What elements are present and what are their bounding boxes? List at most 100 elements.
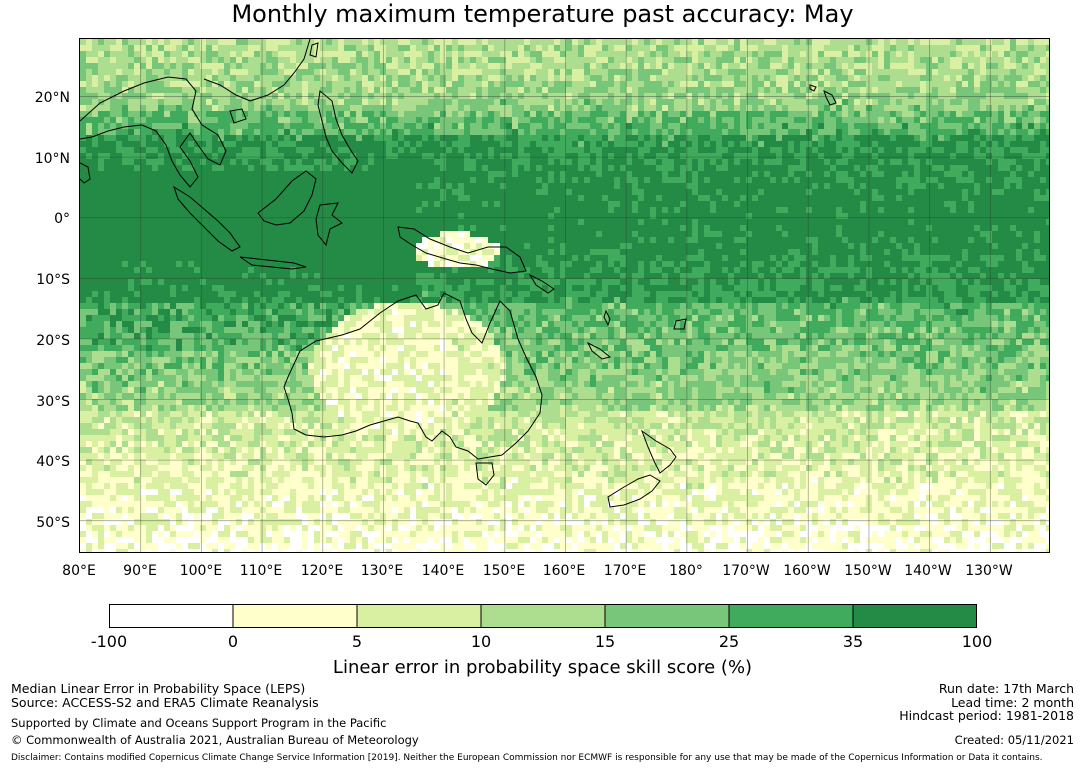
skill-cell xyxy=(776,159,782,165)
skill-cell xyxy=(824,219,830,225)
skill-cell xyxy=(194,165,200,171)
skill-cell xyxy=(884,201,890,207)
skill-cell xyxy=(932,117,938,123)
skill-cell xyxy=(1034,141,1040,147)
skill-cell xyxy=(740,207,746,213)
skill-cell xyxy=(734,189,740,195)
skill-cell xyxy=(506,213,512,219)
skill-cell xyxy=(926,189,932,195)
skill-cell xyxy=(1046,45,1049,51)
skill-cell xyxy=(968,57,974,63)
skill-cell xyxy=(440,117,446,123)
skill-cell xyxy=(764,129,770,135)
skill-cell xyxy=(338,213,344,219)
skill-cell xyxy=(938,141,944,147)
skill-cell xyxy=(104,39,110,45)
skill-cell xyxy=(920,189,926,195)
skill-cell xyxy=(368,105,374,111)
skill-cell xyxy=(464,165,470,171)
skill-cell xyxy=(212,201,218,207)
skill-cell xyxy=(734,105,740,111)
skill-cell xyxy=(746,135,752,141)
skill-cell xyxy=(212,147,218,153)
skill-cell xyxy=(86,63,92,69)
skill-cell xyxy=(380,207,386,213)
skill-cell xyxy=(458,207,464,213)
skill-cell xyxy=(860,117,866,123)
skill-cell xyxy=(1004,117,1010,123)
skill-cell xyxy=(638,177,644,183)
skill-cell xyxy=(320,207,326,213)
skill-cell xyxy=(116,147,122,153)
skill-cell xyxy=(362,213,368,219)
skill-cell xyxy=(1022,87,1028,93)
skill-cell xyxy=(140,117,146,123)
skill-cell xyxy=(446,87,452,93)
skill-cell xyxy=(464,135,470,141)
skill-cell xyxy=(536,75,542,81)
skill-cell xyxy=(398,183,404,189)
skill-cell xyxy=(332,99,338,105)
skill-cell xyxy=(572,177,578,183)
skill-cell xyxy=(974,201,980,207)
skill-cell xyxy=(398,207,404,213)
skill-cell xyxy=(962,57,968,63)
skill-cell xyxy=(200,135,206,141)
skill-cell xyxy=(578,93,584,99)
skill-cell xyxy=(938,177,944,183)
skill-cell xyxy=(338,183,344,189)
skill-cell xyxy=(254,195,260,201)
skill-cell xyxy=(170,201,176,207)
skill-cell xyxy=(716,105,722,111)
skill-cell xyxy=(266,135,272,141)
skill-cell xyxy=(632,207,638,213)
skill-cell xyxy=(1040,45,1046,51)
skill-cell xyxy=(884,183,890,189)
skill-cell xyxy=(734,159,740,165)
skill-cell xyxy=(518,135,524,141)
skill-cell xyxy=(92,219,98,225)
skill-cell xyxy=(368,51,374,57)
skill-cell xyxy=(704,117,710,123)
skill-cell xyxy=(878,87,884,93)
skill-cell xyxy=(494,117,500,123)
skill-cell xyxy=(506,87,512,93)
skill-cell xyxy=(404,219,410,225)
skill-cell xyxy=(716,93,722,99)
skill-cell xyxy=(320,87,326,93)
skill-cell xyxy=(446,213,452,219)
skill-cell xyxy=(674,99,680,105)
skill-cell xyxy=(950,171,956,177)
skill-cell xyxy=(932,87,938,93)
skill-cell xyxy=(320,105,326,111)
skill-cell xyxy=(662,153,668,159)
skill-cell xyxy=(950,207,956,213)
skill-cell xyxy=(104,177,110,183)
skill-cell xyxy=(512,87,518,93)
skill-cell xyxy=(446,93,452,99)
skill-cell xyxy=(332,123,338,129)
skill-cell xyxy=(242,141,248,147)
skill-cell xyxy=(884,45,890,51)
skill-cell xyxy=(380,57,386,63)
skill-cell xyxy=(404,141,410,147)
skill-cell xyxy=(272,189,278,195)
skill-cell xyxy=(158,51,164,57)
skill-cell xyxy=(680,81,686,87)
skill-cell xyxy=(86,141,92,147)
skill-cell xyxy=(560,129,566,135)
skill-cell xyxy=(530,147,536,153)
skill-cell xyxy=(530,39,536,45)
skill-cell xyxy=(1034,69,1040,75)
skill-cell xyxy=(386,207,392,213)
skill-cell xyxy=(452,99,458,105)
skill-cell xyxy=(170,87,176,93)
skill-cell xyxy=(494,153,500,159)
skill-cell xyxy=(218,183,224,189)
skill-cell xyxy=(806,123,812,129)
skill-cell xyxy=(692,99,698,105)
skill-cell xyxy=(950,63,956,69)
skill-cell xyxy=(218,45,224,51)
skill-cell xyxy=(872,75,878,81)
skill-cell xyxy=(872,123,878,129)
